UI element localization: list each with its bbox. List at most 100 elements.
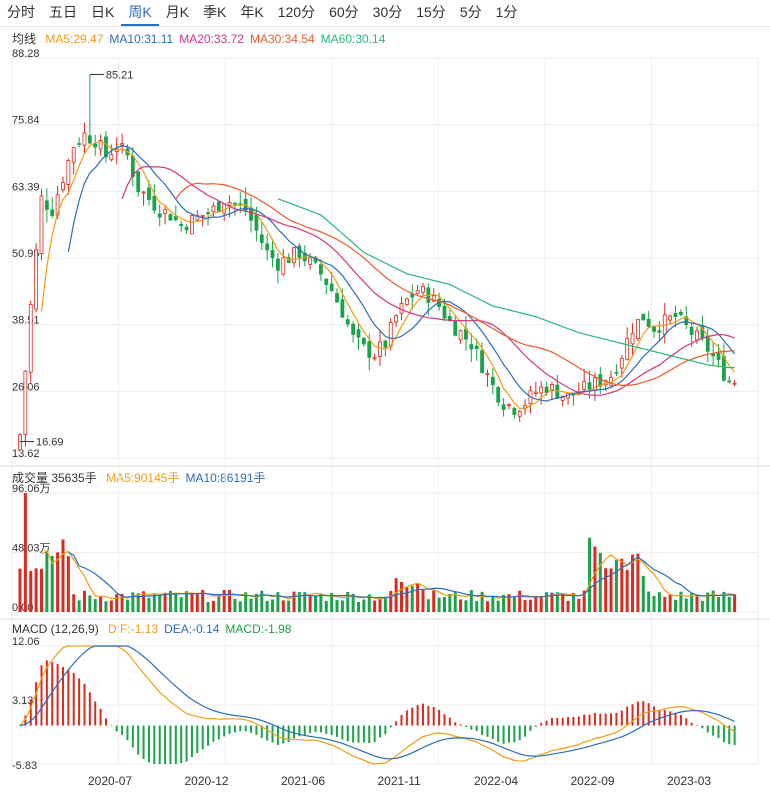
candle-body — [517, 410, 522, 417]
volume-legend: 成交量 35635手 MA5:90145手 MA10:86191手 — [12, 469, 272, 486]
tab-2[interactable]: 日K — [91, 4, 115, 20]
candle-body — [93, 143, 98, 148]
macd-bar — [298, 725, 301, 737]
candle-body — [77, 143, 82, 145]
macd-bar — [314, 725, 317, 732]
macd-bar — [421, 703, 424, 726]
candle-body — [259, 234, 264, 244]
macd-bar — [427, 705, 430, 726]
macd-bar — [491, 725, 494, 739]
macd-bar — [475, 725, 478, 731]
macd-histogram — [19, 660, 736, 764]
volume_legend-item-0: MA5:90145手 — [106, 471, 180, 485]
volume-bar — [351, 593, 355, 612]
candle-body — [619, 357, 624, 369]
candle-body — [388, 322, 393, 347]
macd-bar — [717, 725, 720, 738]
macd-bar — [217, 725, 220, 740]
macd-bar — [550, 717, 553, 726]
tab-4[interactable]: 月K — [165, 4, 190, 20]
macd-bar — [728, 725, 731, 745]
macd-bar — [35, 682, 38, 726]
candle-body — [539, 386, 544, 394]
tab-8[interactable]: 60分 — [329, 4, 359, 20]
volume-bar — [88, 595, 92, 612]
tab-7[interactable]: 120分 — [277, 4, 316, 20]
ma10-line — [67, 145, 736, 402]
volume-bar — [561, 593, 565, 612]
macd-legend-title: MACD (12,26,9) — [12, 622, 99, 636]
tab-10[interactable]: 15分 — [416, 4, 446, 20]
volume-bar — [120, 593, 124, 612]
volume-bar — [609, 568, 613, 612]
volume-bar — [496, 600, 500, 612]
macd-bar — [647, 703, 650, 726]
macd-bar — [78, 678, 81, 726]
volume-bar — [399, 581, 403, 612]
volume-bar — [534, 595, 538, 612]
volume-bar — [29, 570, 33, 612]
volume-bar — [668, 595, 672, 612]
candle-body — [329, 283, 334, 291]
candle-body — [104, 136, 108, 158]
macd-bar — [712, 725, 715, 736]
volume-bar — [163, 592, 167, 612]
macd-bar — [336, 725, 339, 737]
tab-11[interactable]: 5分 — [459, 4, 482, 20]
volume-bar — [614, 559, 618, 612]
candle-body — [415, 290, 420, 294]
candle-body — [442, 305, 447, 319]
macd-bar — [260, 725, 263, 739]
volume-bar — [459, 599, 463, 612]
candle-body — [318, 264, 323, 275]
macd-bar — [663, 709, 666, 726]
candle-body — [512, 408, 517, 415]
macd-bar — [244, 725, 247, 732]
volume-bar — [287, 600, 291, 612]
tab-0[interactable]: 分时 — [7, 4, 35, 20]
macd-bar — [341, 725, 344, 740]
volume-bar — [104, 601, 108, 612]
volume-bar — [695, 595, 699, 612]
candle-body — [351, 323, 356, 335]
candle-body — [34, 249, 39, 310]
volume-bar — [303, 592, 307, 612]
tab-5[interactable]: 季K — [203, 4, 227, 20]
volume-bar — [647, 591, 651, 612]
volume-bar — [18, 568, 22, 612]
macd-tick-label: 3.13 — [12, 695, 33, 707]
macd-bar — [115, 725, 118, 732]
period-tabs: 分时 五日 日K 周K 月K 季K 年K 120分 60分 30分 15分 5分 1分 — [0, 0, 770, 27]
candle-body — [265, 243, 270, 251]
candle-body — [44, 200, 49, 210]
tab-1[interactable]: 五日 — [49, 4, 77, 20]
candle-body — [453, 320, 458, 336]
tab-3[interactable]: 周K — [121, 0, 159, 26]
tab-6[interactable]: 年K — [240, 4, 264, 20]
volume-bar — [437, 597, 441, 612]
candle-body — [308, 257, 313, 265]
volume-bar — [512, 596, 516, 612]
volume-axis: 96.06万 48.03万 0.00 — [12, 483, 51, 614]
macd-bar — [400, 715, 403, 726]
volume-bar — [442, 597, 446, 612]
candle-body — [378, 341, 382, 357]
volume-bar — [77, 600, 81, 612]
macd-bar — [276, 725, 279, 745]
candle-body — [297, 245, 302, 258]
tab-12[interactable]: 1分 — [495, 4, 518, 20]
volume-bar — [109, 600, 113, 612]
tab-9[interactable]: 30分 — [372, 4, 403, 20]
macd-bar — [362, 725, 365, 743]
macd-bar — [19, 725, 21, 727]
volume-bar — [201, 589, 205, 612]
volume-bar — [475, 601, 479, 612]
dif-line — [19, 645, 735, 765]
macd-axis: 12.06 3.13 -5.83 — [12, 636, 40, 772]
macd-bar — [615, 712, 618, 726]
volume-bar — [308, 596, 312, 612]
macd-bar — [583, 714, 586, 726]
macd-bar — [153, 725, 156, 764]
price-tick-label: 88.28 — [12, 48, 40, 60]
